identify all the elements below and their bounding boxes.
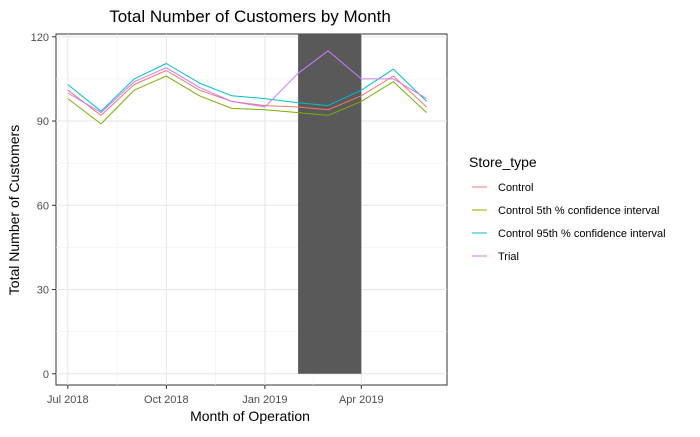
x-tick-label: Oct 2018: [144, 394, 189, 406]
series-line-0: [67, 70, 427, 116]
series-line-2: [67, 63, 427, 112]
legend-label: Trial: [498, 251, 519, 263]
legend-label: Control 5th % confidence interval: [498, 205, 659, 217]
legend-label: Control: [498, 182, 533, 194]
y-tick-label: 30: [37, 285, 49, 297]
plot-panel: [55, 33, 448, 386]
legend-title: Store_type: [469, 154, 537, 170]
y-tick-label: 0: [43, 369, 49, 381]
x-tick-label: Apr 2019: [339, 394, 384, 406]
grid-lines: [56, 34, 447, 385]
chart-title: Total Number of Customers by Month: [109, 7, 391, 26]
series-lines: [67, 50, 427, 125]
x-tick-label: Jul 2018: [47, 394, 89, 406]
legend: Store_type Control Control 5th % confiden…: [469, 154, 666, 263]
y-axis-label: Total Number of Customers: [6, 125, 22, 295]
y-tick-label: 60: [37, 200, 49, 212]
y-tick-label: 90: [37, 116, 49, 128]
shaded-bar: [298, 34, 362, 374]
axes: 0 30 60 90 120 Jul 2018 Oct 2018 Jan 2019 Apr 20…: [31, 32, 384, 406]
legend-label: Control 95th % confidence interval: [498, 228, 666, 240]
y-tick-label: 120: [31, 32, 49, 44]
shaded-region: [298, 34, 362, 374]
series-line-1: [67, 75, 427, 125]
series-line-3: [67, 50, 427, 114]
x-axis-label: Month of Operation: [190, 408, 310, 424]
x-tick-label: Jan 2019: [242, 394, 287, 406]
